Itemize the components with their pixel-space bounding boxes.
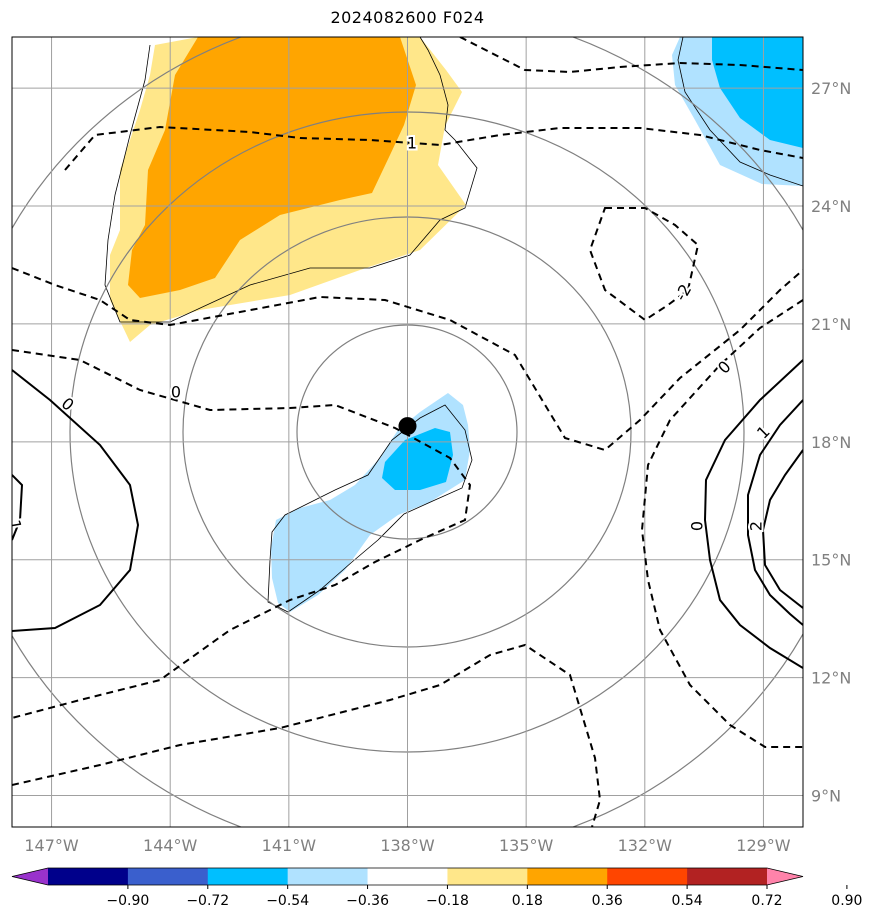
negative-anomaly-region xyxy=(271,37,803,612)
latitude-label: 27°N xyxy=(811,79,851,98)
contour-label: 1 xyxy=(5,518,25,531)
colorbar-segment xyxy=(687,868,768,885)
longitude-label: 144°W xyxy=(143,836,198,855)
colorbar-over-arrow xyxy=(767,868,803,885)
colorbar-segment xyxy=(287,868,369,885)
map-title: 2024082600 F024 xyxy=(330,8,485,27)
colorbar-tick-label: 0.36 xyxy=(592,893,623,909)
colorbar-tick-label: −0.54 xyxy=(266,893,309,909)
colorbar-segment xyxy=(607,868,688,885)
plot-frame xyxy=(11,36,804,828)
contour-label: 2 xyxy=(747,521,766,531)
colorbar: −0.90 −0.72 −0.54 −0.36 −0.18 0.18 0.36 0.54 0.7… xyxy=(11,867,862,909)
colorbar-segment xyxy=(207,868,289,885)
colorbar-segment xyxy=(527,868,608,885)
anomaly-outline xyxy=(104,37,803,613)
colorbar-tick-label: −0.18 xyxy=(426,893,469,909)
latitude-labels: 27°N 24°N 21°N 18°N 15°N 12°N 9°N xyxy=(811,79,851,805)
colorbar-tick-label: −0.36 xyxy=(346,893,389,909)
latitude-label: 9°N xyxy=(811,787,841,806)
longitude-label: 141°W xyxy=(262,836,317,855)
latitude-label: 15°N xyxy=(811,551,851,570)
dashed-contours xyxy=(12,37,803,827)
colorbar-tick-label: 0.54 xyxy=(672,893,703,909)
longitude-label: 138°W xyxy=(380,836,435,855)
latitude-label: 21°N xyxy=(811,315,851,334)
longitude-label: 147°W xyxy=(24,836,79,855)
colorbar-tick-label: −0.72 xyxy=(186,893,229,909)
solid-contours xyxy=(12,359,803,669)
colorbar-segment xyxy=(48,868,129,885)
graticule xyxy=(12,37,803,827)
colorbar-outline xyxy=(11,867,804,886)
contour-label: 0 xyxy=(688,521,707,531)
colorbar-segment xyxy=(127,868,209,885)
colorbar-tick-label: 0.90 xyxy=(831,893,862,909)
longitude-label: 129°W xyxy=(736,836,791,855)
colorbar-tick-label: 0.18 xyxy=(512,893,543,909)
colorbar-segment xyxy=(447,868,528,885)
colorbar-tick-label: −0.90 xyxy=(106,893,149,909)
colorbar-tick-label: 0.72 xyxy=(751,893,782,909)
contour-label: 0 xyxy=(58,394,78,415)
contour-label: 0 xyxy=(171,383,181,402)
contour-label: 1 xyxy=(407,134,417,153)
longitude-label: 135°W xyxy=(499,836,554,855)
longitude-labels: 147°W 144°W 141°W 138°W 135°W 132°W 129°W xyxy=(24,836,790,855)
longitude-label: 132°W xyxy=(618,836,673,855)
storm-center-marker xyxy=(398,417,417,436)
latitude-label: 12°N xyxy=(811,669,851,688)
latitude-label: 24°N xyxy=(811,197,851,216)
colorbar-under-arrow xyxy=(12,868,48,885)
colorbar-segment xyxy=(367,868,448,885)
positive-anomaly-region xyxy=(110,37,466,342)
latitude-label: 18°N xyxy=(811,433,851,452)
